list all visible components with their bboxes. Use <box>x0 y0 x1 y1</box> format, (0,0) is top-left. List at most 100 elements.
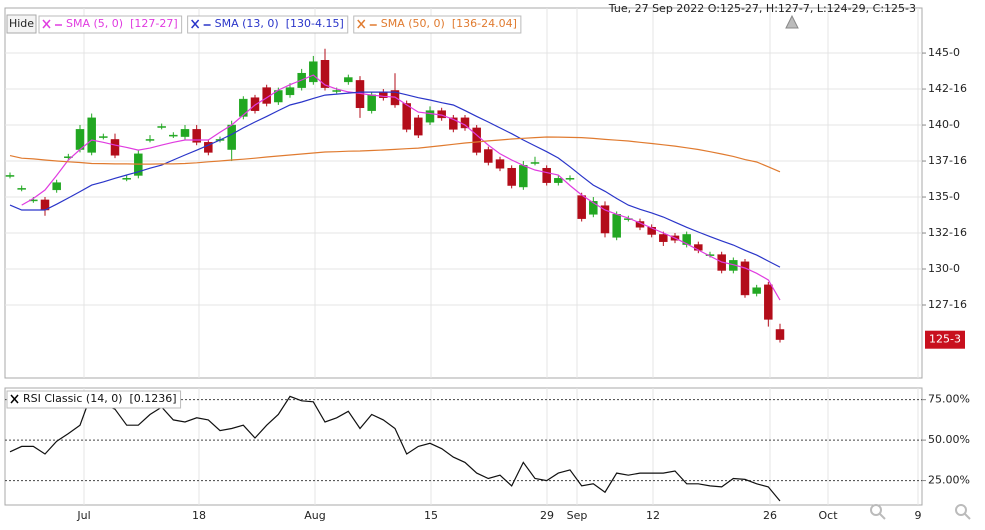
hide-button[interactable] <box>6 14 37 34</box>
y-tick-label: 135-0 <box>928 190 960 203</box>
last-price-box <box>925 330 965 349</box>
candle-body <box>449 117 458 130</box>
candle-body <box>285 87 295 96</box>
candle-body <box>565 178 575 180</box>
candle-body <box>507 167 516 186</box>
candle-body <box>402 103 411 130</box>
candle-body <box>180 129 190 137</box>
legend-name: SMA (13, 0) <box>215 17 279 30</box>
candle-body <box>99 136 108 138</box>
scroll-icon[interactable] <box>785 14 799 29</box>
legend-box <box>6 390 182 409</box>
candle-body <box>122 178 131 180</box>
zoom-icon[interactable] <box>870 504 886 520</box>
x-tick-label: 29 <box>540 509 554 522</box>
hide-label[interactable]: Hide <box>9 17 34 30</box>
y-tick-label: 130-0 <box>928 262 960 275</box>
x-tick-label: 9 <box>915 509 922 522</box>
legend-box <box>38 15 183 34</box>
legend-close-icon[interactable] <box>357 19 366 29</box>
legend-box <box>187 15 349 34</box>
indicator-line <box>21 74 781 301</box>
indicator-line <box>9 91 781 268</box>
legend-name: SMA (50, 0) <box>381 17 445 30</box>
icon-stroke <box>42 19 51 29</box>
icon-stroke <box>357 19 366 29</box>
zoom-reset-icon[interactable] <box>955 504 971 520</box>
x-tick-label: Oct <box>818 509 838 522</box>
candle-body <box>589 201 598 215</box>
candle-body <box>542 167 551 183</box>
candle-body <box>752 287 761 294</box>
legend-close-icon[interactable] <box>191 19 200 29</box>
candle-body <box>192 129 201 143</box>
candle-body <box>320 60 330 88</box>
y-tick-label: 25.00% <box>928 474 970 487</box>
y-tick-label: 127-16 <box>928 298 967 311</box>
candle-body <box>600 205 610 234</box>
candle-body <box>577 195 586 219</box>
candle-body <box>145 139 155 141</box>
x-tick-label: 12 <box>646 509 660 522</box>
candle-body <box>367 94 376 111</box>
candle-body <box>519 165 528 188</box>
candle-body <box>484 149 493 163</box>
candle-body <box>472 127 481 153</box>
last-price-label: 125-3 <box>929 333 961 346</box>
candle-body <box>425 110 435 123</box>
legend-value: [130-4.15] <box>286 17 344 30</box>
legend-box <box>353 15 522 34</box>
price-panel <box>4 7 923 379</box>
candle-body <box>740 261 750 296</box>
candle-body <box>52 182 61 191</box>
y-tick-label: 142-16 <box>928 82 967 95</box>
candle-body <box>495 159 505 169</box>
y-tick-label: 50.00% <box>928 433 970 446</box>
x-tick-label: Jul <box>76 509 90 522</box>
candle-body <box>87 117 96 153</box>
candle-body <box>5 175 15 177</box>
plot <box>5 48 785 502</box>
candle-body <box>460 117 470 129</box>
y-tick-label: 140-0 <box>928 118 960 131</box>
y-tick-label: 75.00% <box>928 393 970 406</box>
x-tick-label: 15 <box>424 509 438 522</box>
legend-close-icon[interactable] <box>42 19 51 29</box>
legend-name: RSI Classic (14, 0) <box>23 392 122 405</box>
y-tick-label: 132-16 <box>928 226 967 239</box>
candle-body <box>764 284 773 320</box>
candle-body <box>659 234 668 242</box>
icon-stroke <box>10 394 19 404</box>
candle-body <box>612 214 621 238</box>
candle-body <box>227 124 236 150</box>
candle-body <box>250 97 260 111</box>
x-tick-label: 26 <box>763 509 777 522</box>
ohlc-info: Tue, 27 Sep 2022 O:125-27, H:127-7, L:12… <box>608 2 916 15</box>
candle-body <box>647 227 656 235</box>
legend-name: SMA (5, 0) <box>66 17 123 30</box>
candle-body <box>530 162 540 164</box>
x-tick-label: Sep <box>567 509 588 522</box>
legend-close-icon[interactable] <box>10 394 19 404</box>
indicator-line <box>9 392 781 502</box>
legend-value: [136-24.04] <box>452 17 517 30</box>
candle-body <box>157 126 166 128</box>
indicator-line <box>9 136 781 173</box>
candle-body <box>554 178 563 183</box>
candle-body <box>239 98 248 117</box>
candle-body <box>110 139 120 156</box>
candle-body <box>775 329 785 340</box>
x-tick-label: Aug <box>304 509 325 522</box>
candle-body <box>414 117 423 136</box>
candle-body <box>332 90 341 92</box>
candle-body <box>169 134 178 137</box>
x-tick-label: 18 <box>192 509 206 522</box>
y-tick-label: 145-0 <box>928 46 960 59</box>
candle-body <box>344 77 353 83</box>
legend-value: [0.1236] <box>129 392 176 405</box>
ui: Hide Tue, 27 Sep 2022 O:125-27, H:127-7,… <box>6 2 971 522</box>
icon-stroke <box>191 19 200 29</box>
candle-body <box>682 234 691 245</box>
candle-body <box>309 61 318 83</box>
